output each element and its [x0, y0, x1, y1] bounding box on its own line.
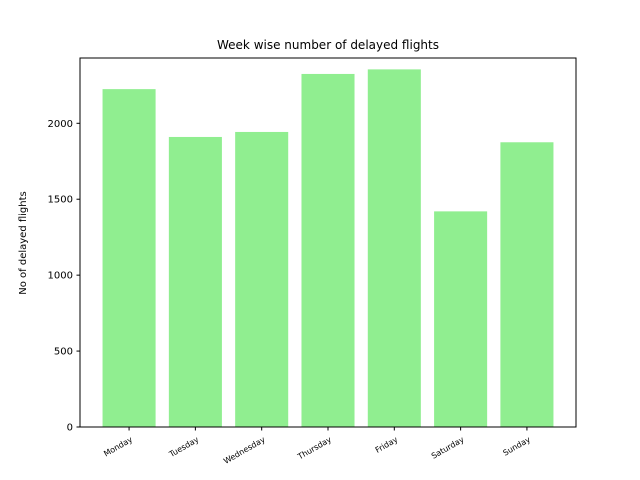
x-tick-label-wednesday: Wednesday — [222, 435, 267, 466]
y-axis-label: No of delayed flights — [18, 191, 29, 295]
bar-sunday — [500, 142, 554, 427]
x-tick-label-friday: Friday — [374, 435, 400, 455]
bar-wednesday — [235, 131, 289, 428]
x-tick-label-sunday: Sunday — [502, 435, 533, 458]
y-tick-label: 500 — [54, 347, 73, 358]
plot-area: 0 500 1000 1500 2000 Monday Tuesday Wednesday Th… — [48, 57, 577, 466]
chart-title: Week wise number of delayed flights — [217, 38, 439, 52]
y-tick-label: 0 — [67, 423, 73, 434]
y-tick-label: 1000 — [48, 271, 73, 282]
bar-friday — [367, 69, 421, 427]
x-tick-label-thursday: Thursday — [295, 435, 333, 462]
x-tick-label-tuesday: Tuesday — [167, 435, 201, 460]
bar-monday — [102, 89, 156, 427]
bar-saturday — [434, 211, 488, 427]
y-tick-label: 2000 — [48, 119, 73, 130]
x-tick-label-saturday: Saturday — [430, 435, 466, 461]
y-tick-label: 1500 — [48, 195, 73, 206]
bar-thursday — [301, 73, 355, 427]
bar-tuesday — [168, 136, 222, 428]
x-tick-label-monday: Monday — [102, 435, 134, 459]
